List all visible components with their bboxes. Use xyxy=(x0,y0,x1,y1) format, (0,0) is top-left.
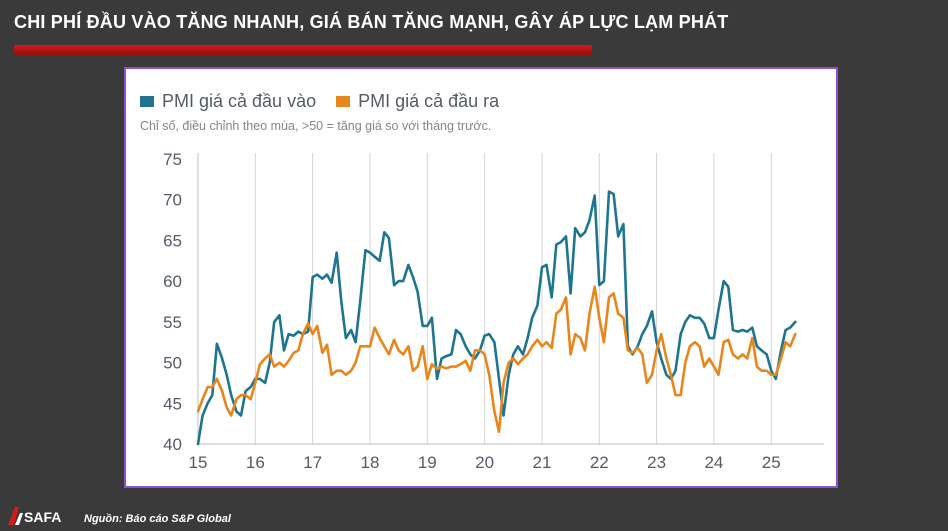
legend-item-input: PMI giá cả đầu vào xyxy=(140,91,316,112)
legend-label-output: PMI giá cả đầu ra xyxy=(358,91,500,111)
x-tick-label: 23 xyxy=(647,453,666,472)
series-line-output-price xyxy=(196,285,797,434)
x-tick-label: 18 xyxy=(361,453,380,472)
x-tick-label: 24 xyxy=(704,453,723,472)
y-tick-label: 65 xyxy=(163,231,182,250)
chart-legend: PMI giá cả đầu vào PMI giá cả đầu ra xyxy=(140,91,519,112)
page-headline: CHI PHÍ ĐẦU VÀO TĂNG NHANH, GIÁ BÁN TĂNG… xyxy=(14,12,729,32)
x-tick-label: 22 xyxy=(590,453,609,472)
x-tick-label: 15 xyxy=(189,453,208,472)
svg-text:SAFA: SAFA xyxy=(24,509,61,525)
legend-swatch-output xyxy=(336,96,351,107)
x-tick-label: 25 xyxy=(762,453,781,472)
y-tick-label: 55 xyxy=(163,313,182,332)
y-tick-label: 60 xyxy=(163,272,182,291)
y-tick-label: 75 xyxy=(163,150,182,169)
legend-label-input: PMI giá cả đầu vào xyxy=(162,91,317,111)
legend-swatch-input xyxy=(140,96,154,107)
headline-underline-bar xyxy=(14,45,592,55)
line-chart-svg: 15 16 17 18 19 20 21 22 23 24 25 40 45 50 55 60 65 70 75 xyxy=(163,150,824,472)
safa-logo: SAFA xyxy=(8,507,61,525)
y-tick-label: 45 xyxy=(163,394,182,413)
y-tick-label: 70 xyxy=(163,191,182,210)
x-tick-label: 19 xyxy=(418,453,437,472)
y-tick-label: 50 xyxy=(163,354,182,373)
source-note: Nguồn: Báo cáo S&P Global xyxy=(84,513,231,525)
x-tick-label: 16 xyxy=(246,453,265,472)
x-tick-label: 17 xyxy=(303,453,322,472)
chart-subtitle: Chỉ số, điều chỉnh theo mùa, >50 = tăng … xyxy=(140,119,492,133)
x-tick-label: 21 xyxy=(532,453,551,472)
y-tick-label: 40 xyxy=(163,435,182,454)
legend-item-output: PMI giá cả đầu ra xyxy=(336,91,499,112)
chart-card: PMI giá cả đầu vào PMI giá cả đầu ra Chỉ… xyxy=(124,67,838,488)
series-line-input-price xyxy=(196,190,797,446)
x-tick-label: 20 xyxy=(475,453,494,472)
